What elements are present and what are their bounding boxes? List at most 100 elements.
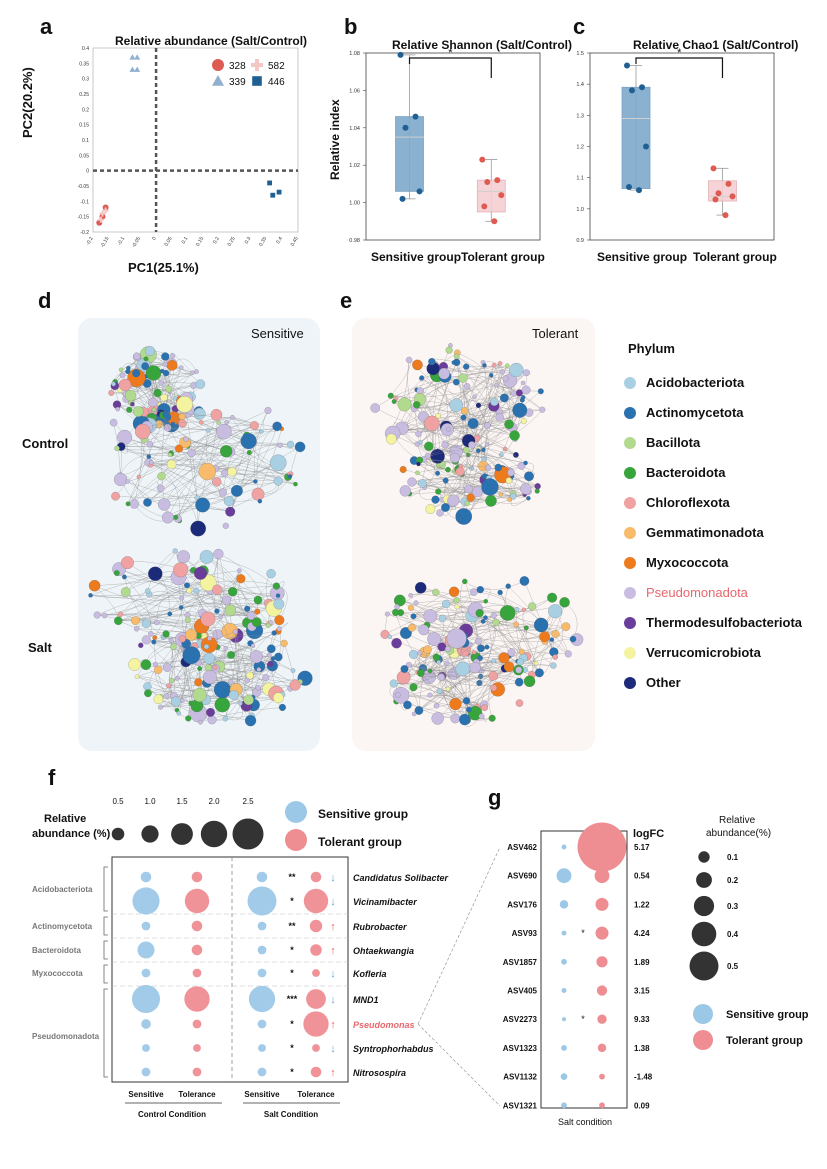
tolerant-salt-network-node	[559, 597, 570, 608]
sensitive-control-network-edge	[144, 438, 237, 492]
sensitive-control-network-node	[220, 445, 233, 458]
sensitive-salt-network-node	[256, 667, 262, 672]
g-size-legend-circle	[693, 895, 715, 917]
sensitive-salt-network-node	[243, 694, 254, 706]
pcoa-ytick: -0.05	[78, 184, 90, 190]
tolerant-control-network-node	[520, 418, 527, 425]
tolerant-control-network-node	[537, 388, 544, 395]
tolerant-salt-network-node	[521, 607, 527, 612]
g-size-legend-circle	[696, 872, 712, 888]
sensitive-salt-network-node	[198, 719, 203, 725]
sensitive-control-network-node	[187, 449, 196, 458]
tolerant-control-network-node	[495, 413, 505, 422]
sensitive-salt-network-node	[272, 692, 284, 704]
tolerant-control-network-node	[534, 483, 541, 490]
sensitive-salt-network-node	[250, 643, 256, 648]
sensitive-salt-network-node	[163, 693, 170, 699]
g-size-legend-label: 0.1	[727, 853, 739, 862]
tolerant-salt-network-edge	[479, 612, 540, 673]
g-bubble-sensitive	[562, 1017, 566, 1022]
box-ytick: 0.9	[576, 238, 584, 244]
pcoa-frame	[92, 47, 299, 233]
panel-letter-e: e	[340, 288, 353, 313]
g-bubble-tolerant	[595, 897, 609, 911]
pcoa-legend-label: 582	[268, 61, 285, 72]
sensitive-salt-network-node	[212, 665, 218, 671]
pcoa-ytick: 0.4	[82, 46, 89, 52]
g-significance: *	[581, 1014, 585, 1024]
tolerant-control-network-node	[472, 394, 477, 400]
tolerant-salt-network-node	[413, 600, 419, 606]
tolerant-salt-network-node	[477, 655, 483, 662]
pcoa-legend-label: 446	[268, 77, 285, 88]
tolerant-control-network-node	[504, 419, 514, 430]
tolerant-control-network-node	[494, 463, 503, 472]
pcoa-title: Relative abundance (Salt/Control)	[115, 34, 308, 48]
tolerant-control-network-node	[424, 415, 440, 432]
sensitive-salt-network-node	[228, 586, 238, 597]
tolerant-control-network-node	[414, 441, 420, 447]
sensitive-salt-network-node	[166, 683, 172, 689]
tolerant-control-network-edge	[487, 392, 520, 426]
sensitive-salt-network-node	[179, 595, 184, 601]
pcoa-legend-label: 339	[229, 77, 246, 88]
sensitive-salt-network-edge	[173, 646, 186, 714]
sensitive-salt-network-node	[224, 604, 237, 616]
tolerant-salt-network-edge	[417, 626, 566, 673]
box-ytick: 1.5	[576, 51, 584, 57]
sensitive-control-network-node	[287, 474, 293, 479]
sensitive-control-network-node	[108, 389, 115, 396]
tolerant-control-network-edge	[483, 415, 521, 467]
tolerant-control-network-node	[441, 441, 449, 449]
sensitive-salt-network-edge	[234, 631, 239, 689]
tolerant-control-network-node	[415, 470, 420, 475]
pcoa-plot: 0.4 0.35 0.3 0.25 0.2 0.15 0.1 0.05 0 -0.05 -0.1 -0…	[78, 46, 300, 249]
g-asv-label: ASV1857	[503, 958, 538, 967]
sensitive-salt-network-node	[271, 630, 277, 636]
sensitive-control-network-node	[293, 481, 298, 487]
box-point	[626, 184, 632, 191]
pcoa-point-582-v	[104, 207, 107, 214]
sensitive-control-network-node	[141, 362, 150, 371]
tolerant-salt-network-node	[392, 608, 400, 617]
sensitive-salt-network-node	[121, 556, 134, 570]
sensitive-salt-network-edge	[181, 603, 252, 616]
tolerant-control-network-node	[539, 406, 546, 413]
sensitive-salt-network-node	[170, 696, 181, 707]
tolerant-control-network-node	[405, 356, 413, 364]
tolerant-control-network-edge	[403, 469, 443, 500]
sensitive-control-network-node	[212, 477, 222, 487]
tolerant-control-network-node	[397, 397, 412, 412]
sensitive-control-network-node	[240, 433, 257, 450]
tolerant-control-network-node	[468, 441, 476, 449]
tolerant-control-network-node	[526, 496, 531, 501]
box-point	[397, 51, 404, 58]
sensitive-salt-network-edge	[200, 707, 283, 723]
tolerant-salt-network-node	[407, 623, 416, 632]
pcoa-ytick: 0.05	[79, 153, 89, 159]
sensitive-control-network-node	[146, 440, 154, 448]
g-bubble-tolerant	[597, 1014, 607, 1024]
g-logfc-value: 4.24	[634, 929, 650, 938]
panel-letter-c: c	[573, 14, 586, 39]
sensitive-control-network-node	[162, 361, 168, 367]
pcoa-xtick: 0.35	[258, 236, 268, 248]
tolerant-salt-network-edge	[413, 602, 458, 617]
g-bubble-sensitive	[561, 1102, 567, 1109]
tolerant-salt-network-node	[475, 609, 484, 618]
sensitive-salt-network-node	[120, 587, 131, 597]
tolerant-control-network-node	[445, 466, 451, 473]
tolerant-control-network-node	[428, 358, 436, 366]
tolerant-control-network-node	[442, 477, 449, 484]
tolerant-control-network-node	[431, 495, 440, 504]
g-logfc-value: 1.22	[634, 900, 650, 909]
tolerant-control-network-edge	[392, 415, 521, 434]
sensitive-control-network-edge	[150, 464, 229, 502]
sensitive-salt-network-edge	[199, 631, 236, 696]
sensitive-salt-network-node	[168, 638, 174, 643]
pcoa-point-328	[212, 59, 224, 71]
sensitive-control-network-node	[172, 396, 178, 401]
sensitive-salt-network-node	[289, 679, 301, 691]
g-asv-label: ASV405	[507, 987, 537, 996]
